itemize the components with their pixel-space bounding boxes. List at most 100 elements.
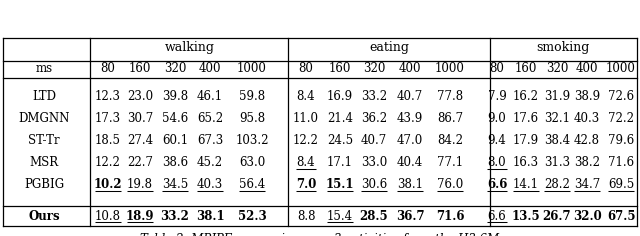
Text: 17.1: 17.1 [327, 156, 353, 169]
Text: 34.5: 34.5 [162, 178, 188, 191]
Text: 43.9: 43.9 [397, 113, 423, 126]
Text: 10.2: 10.2 [93, 178, 122, 191]
Text: 77.1: 77.1 [437, 156, 463, 169]
Text: 15.4: 15.4 [327, 210, 353, 223]
Text: LTD: LTD [32, 89, 56, 102]
Text: 1000: 1000 [435, 62, 465, 75]
Text: 7.9: 7.9 [488, 89, 506, 102]
Text: 67.5: 67.5 [607, 210, 636, 223]
Text: 8.0: 8.0 [488, 156, 506, 169]
Text: 63.0: 63.0 [239, 156, 265, 169]
Text: 77.8: 77.8 [437, 89, 463, 102]
Text: 18.5: 18.5 [95, 135, 121, 148]
Text: 38.9: 38.9 [574, 89, 600, 102]
Text: 18.9: 18.9 [125, 210, 154, 223]
Text: 38.1: 38.1 [196, 210, 224, 223]
Text: 84.2: 84.2 [437, 135, 463, 148]
Text: 80: 80 [100, 62, 115, 75]
Text: 40.4: 40.4 [397, 156, 423, 169]
Text: 38.6: 38.6 [162, 156, 188, 169]
Text: walking: walking [165, 42, 215, 55]
Text: 16.2: 16.2 [513, 89, 539, 102]
Text: 17.3: 17.3 [95, 113, 121, 126]
Text: 160: 160 [515, 62, 537, 75]
Text: 1000: 1000 [606, 62, 636, 75]
Text: 31.3: 31.3 [544, 156, 570, 169]
Text: 72.6: 72.6 [608, 89, 634, 102]
Text: 34.7: 34.7 [574, 178, 600, 191]
Text: 80: 80 [490, 62, 504, 75]
Text: 14.1: 14.1 [513, 178, 539, 191]
Text: 76.0: 76.0 [437, 178, 463, 191]
Text: ST-Tr: ST-Tr [28, 135, 60, 148]
Text: 400: 400 [576, 62, 598, 75]
Text: 36.7: 36.7 [396, 210, 424, 223]
Text: 1000: 1000 [237, 62, 267, 75]
Text: eating: eating [369, 42, 409, 55]
Text: 320: 320 [164, 62, 186, 75]
Text: 320: 320 [363, 62, 385, 75]
Text: 9.0: 9.0 [488, 113, 506, 126]
Text: 33.2: 33.2 [161, 210, 189, 223]
Text: 12.2: 12.2 [95, 156, 121, 169]
Text: 12.2: 12.2 [293, 135, 319, 148]
Text: smoking: smoking [536, 42, 589, 55]
Text: 45.2: 45.2 [197, 156, 223, 169]
Text: 11.0: 11.0 [293, 113, 319, 126]
Text: ms: ms [35, 62, 52, 75]
Text: 23.0: 23.0 [127, 89, 153, 102]
Text: 7.0: 7.0 [296, 178, 316, 191]
Text: 71.6: 71.6 [608, 156, 634, 169]
Text: 38.1: 38.1 [397, 178, 423, 191]
Text: 28.2: 28.2 [544, 178, 570, 191]
Text: 320: 320 [546, 62, 568, 75]
Text: 103.2: 103.2 [236, 135, 269, 148]
Text: 28.5: 28.5 [360, 210, 388, 223]
Text: 16.3: 16.3 [513, 156, 539, 169]
Text: MSR: MSR [29, 156, 59, 169]
Text: 52.3: 52.3 [237, 210, 266, 223]
Text: 79.6: 79.6 [608, 135, 634, 148]
Text: 21.4: 21.4 [327, 113, 353, 126]
Text: 46.1: 46.1 [197, 89, 223, 102]
Text: 22.7: 22.7 [127, 156, 153, 169]
Text: 31.9: 31.9 [544, 89, 570, 102]
Text: 26.7: 26.7 [543, 210, 572, 223]
Text: 72.2: 72.2 [608, 113, 634, 126]
Text: 160: 160 [329, 62, 351, 75]
Text: 59.8: 59.8 [239, 89, 265, 102]
Text: 24.5: 24.5 [327, 135, 353, 148]
Text: 32.1: 32.1 [544, 113, 570, 126]
Text: 56.4: 56.4 [239, 178, 265, 191]
Text: 69.5: 69.5 [608, 178, 634, 191]
Text: 15.1: 15.1 [326, 178, 355, 191]
Text: 19.8: 19.8 [127, 178, 153, 191]
Text: 400: 400 [199, 62, 221, 75]
Text: 40.7: 40.7 [361, 135, 387, 148]
Text: 8.4: 8.4 [297, 89, 316, 102]
Text: 40.3: 40.3 [574, 113, 600, 126]
Text: 6.6: 6.6 [488, 210, 506, 223]
Text: 13.5: 13.5 [512, 210, 540, 223]
Text: 160: 160 [129, 62, 151, 75]
Text: 39.8: 39.8 [162, 89, 188, 102]
Text: 71.6: 71.6 [436, 210, 464, 223]
Text: 16.9: 16.9 [327, 89, 353, 102]
Text: 8.4: 8.4 [297, 156, 316, 169]
Text: 86.7: 86.7 [437, 113, 463, 126]
Text: Ours: Ours [28, 210, 60, 223]
Text: 12.3: 12.3 [95, 89, 121, 102]
Text: 8.8: 8.8 [297, 210, 316, 223]
Text: 67.3: 67.3 [197, 135, 223, 148]
Text: 30.6: 30.6 [361, 178, 387, 191]
Text: 47.0: 47.0 [397, 135, 423, 148]
Text: Table 2: MPJPE comparisons on 3 activities from the H3.6M: Table 2: MPJPE comparisons on 3 activiti… [141, 233, 499, 236]
Text: 65.2: 65.2 [197, 113, 223, 126]
Text: 30.7: 30.7 [127, 113, 153, 126]
Text: 400: 400 [399, 62, 421, 75]
Text: 9.4: 9.4 [488, 135, 506, 148]
Text: 95.8: 95.8 [239, 113, 265, 126]
Text: 17.6: 17.6 [513, 113, 539, 126]
Text: DMGNN: DMGNN [19, 113, 70, 126]
Text: 17.9: 17.9 [513, 135, 539, 148]
